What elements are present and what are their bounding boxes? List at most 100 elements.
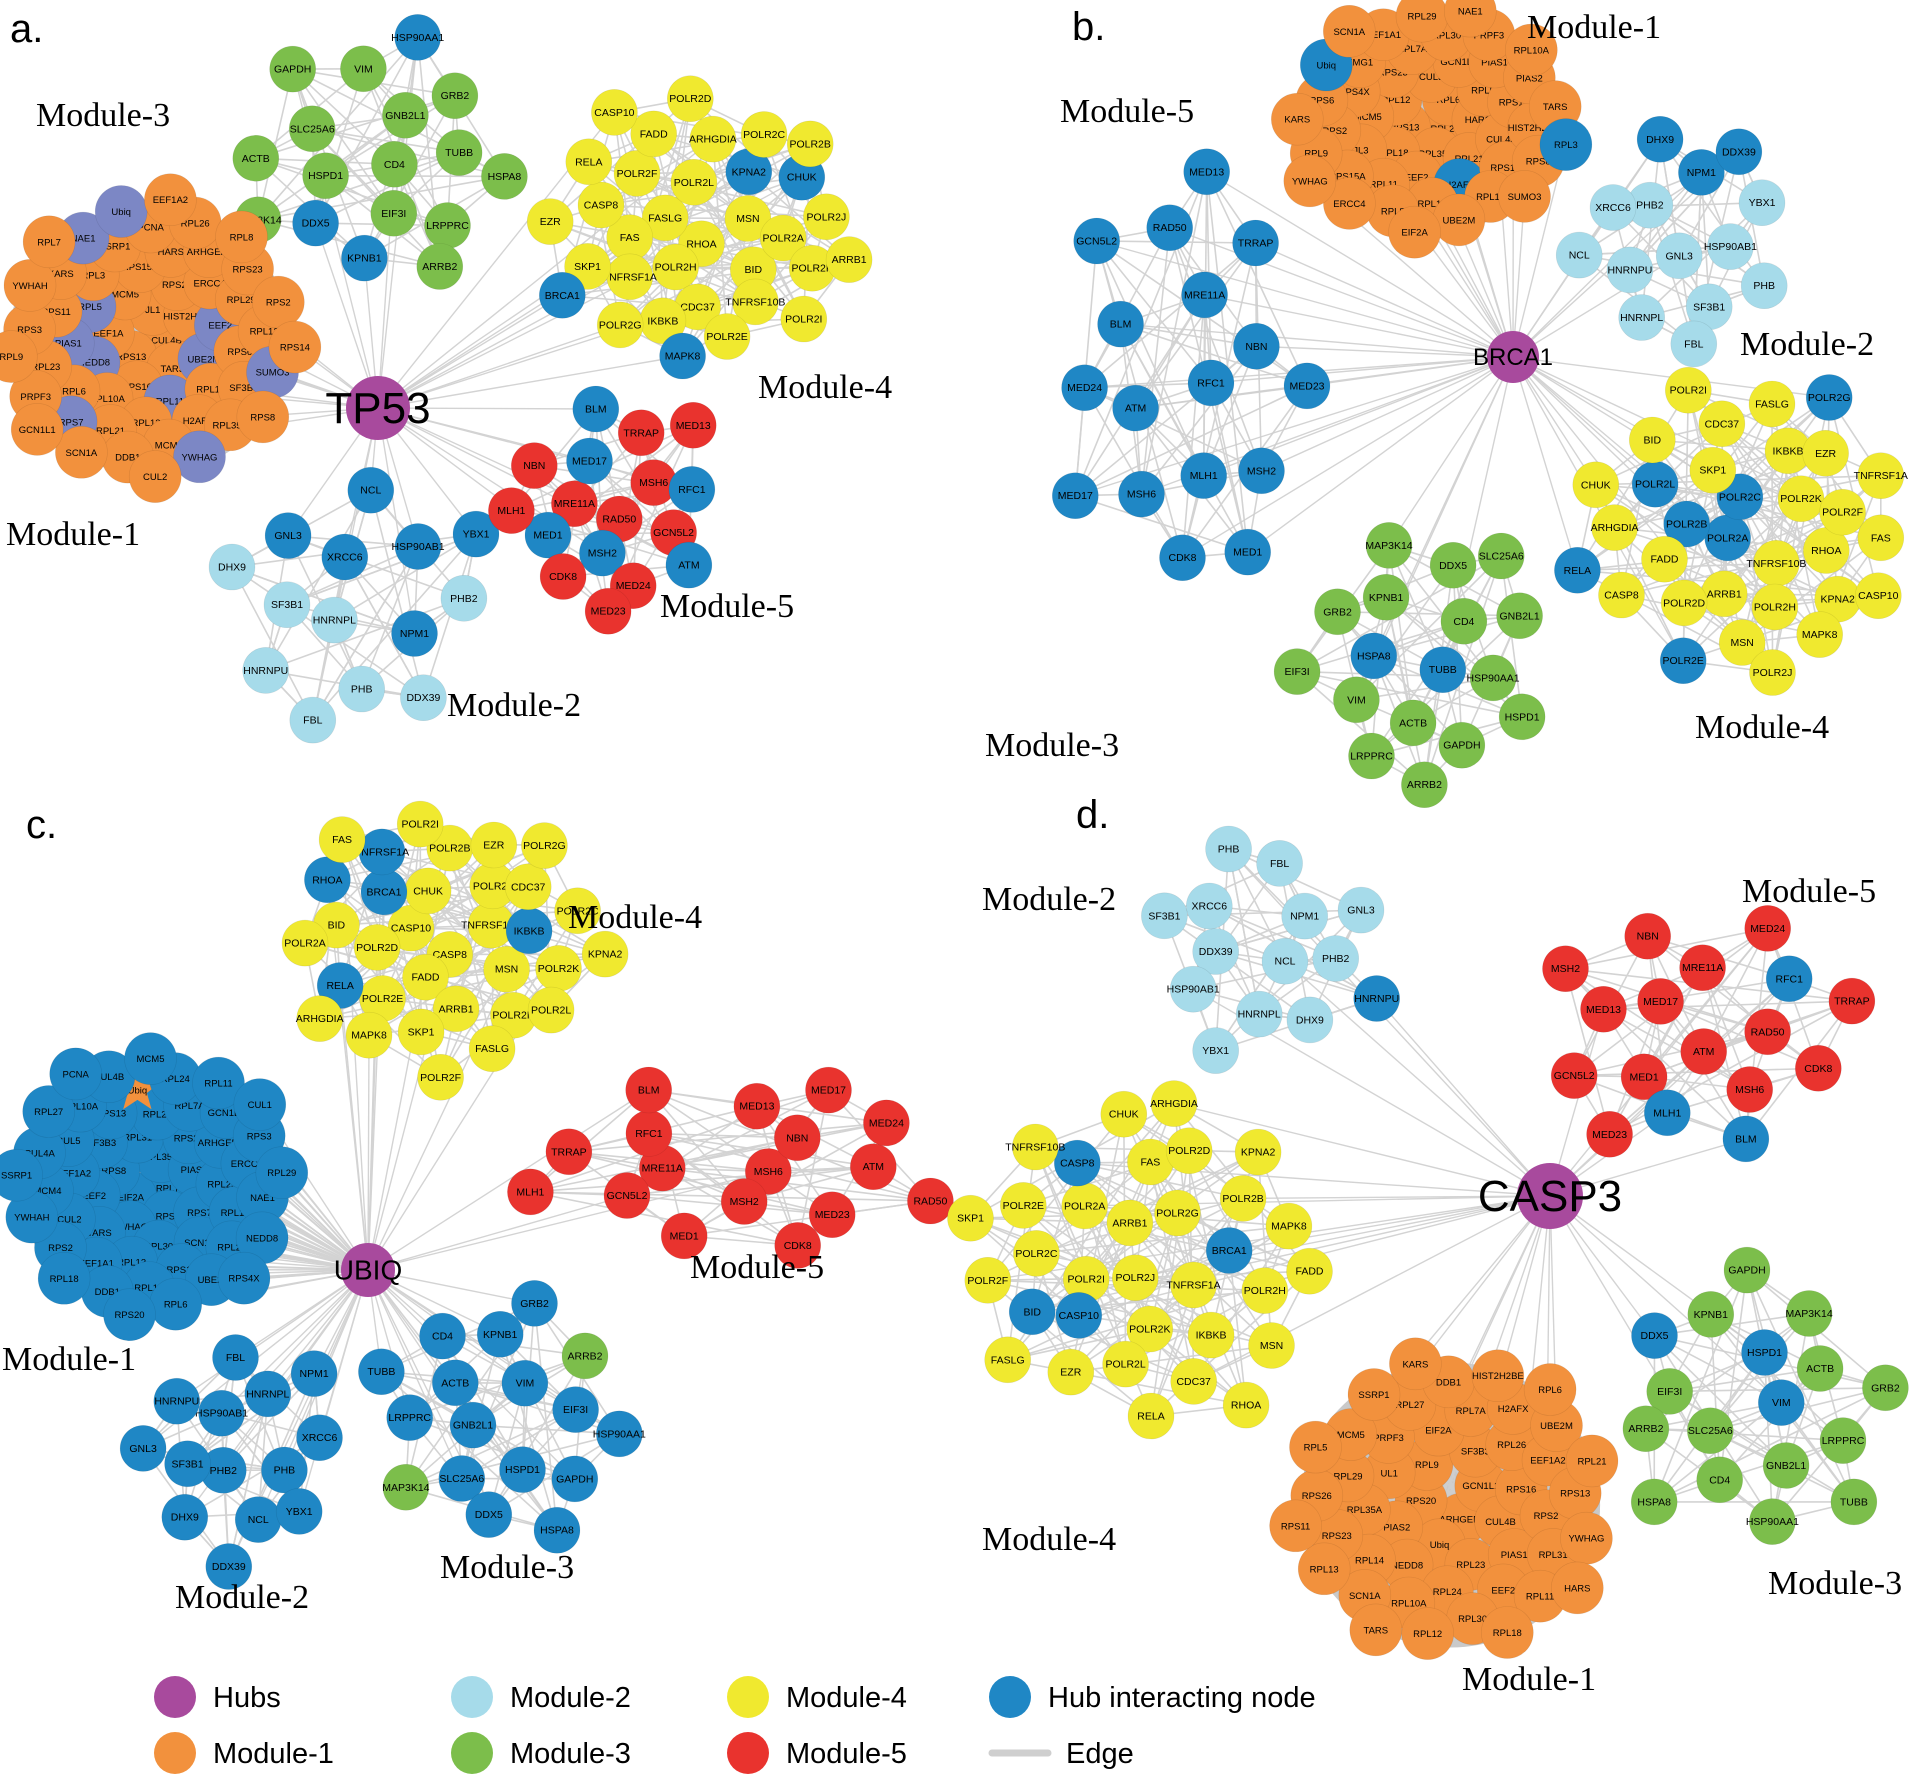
node-YBX1[interactable] <box>275 1488 323 1535</box>
node-CASP8[interactable] <box>577 181 625 229</box>
node-ARRB1[interactable] <box>1106 1199 1154 1247</box>
node-GAPDH[interactable] <box>551 1455 599 1503</box>
node-MED24[interactable] <box>1061 364 1108 412</box>
node-SF3B1[interactable] <box>263 581 311 629</box>
node-GNL3[interactable] <box>1337 886 1385 934</box>
node-MLH1[interactable] <box>1644 1089 1691 1137</box>
node-PHB[interactable] <box>338 665 386 713</box>
node-TNFRSF1A[interactable] <box>1170 1261 1217 1309</box>
node-MED13[interactable] <box>733 1082 781 1130</box>
node-CD4[interactable] <box>1696 1456 1743 1504</box>
node-ARHGDIA[interactable] <box>296 995 344 1042</box>
node-HNRNPU[interactable] <box>1353 975 1400 1022</box>
node-BLM[interactable] <box>1722 1115 1770 1163</box>
node-CDK8[interactable] <box>539 553 587 600</box>
node-SKP1[interactable] <box>947 1194 994 1242</box>
node-TRRAP[interactable] <box>1232 219 1279 267</box>
node-CD4[interactable] <box>371 141 418 188</box>
node-HSPA8[interactable] <box>481 153 528 200</box>
node-MAP3K14[interactable] <box>1365 522 1413 569</box>
node-RPL7[interactable] <box>22 215 76 269</box>
node-HNRNPL[interactable] <box>311 596 358 644</box>
node-RPL12[interactable] <box>1401 1607 1454 1660</box>
node-EZR[interactable] <box>470 821 518 869</box>
node-CDK8[interactable] <box>1795 1045 1842 1092</box>
node-BID[interactable] <box>1629 416 1676 464</box>
node-NBN[interactable] <box>1233 322 1280 370</box>
node-MED13[interactable] <box>1183 148 1230 196</box>
node-TUBB[interactable] <box>1419 646 1467 694</box>
node-FAS[interactable] <box>1857 514 1905 562</box>
node-PHB[interactable] <box>261 1446 308 1494</box>
node-MAP3K14[interactable] <box>1785 1290 1833 1337</box>
node-RAD50[interactable] <box>1744 1008 1791 1056</box>
node-GNB2L1[interactable] <box>449 1401 497 1449</box>
node-KARS[interactable] <box>1389 1337 1442 1391</box>
node-MED23[interactable] <box>584 587 632 635</box>
node-BLM[interactable] <box>1097 300 1144 348</box>
node-MAPK8[interactable] <box>345 1011 393 1059</box>
node-FASLG[interactable] <box>641 194 689 242</box>
node-SF3B1[interactable] <box>164 1440 211 1488</box>
node-Ubiq[interactable] <box>94 185 148 238</box>
node-YBX1[interactable] <box>1738 179 1786 226</box>
node-POLR2D[interactable] <box>666 75 714 122</box>
hub-BRCA1[interactable] <box>1487 331 1539 383</box>
node-PHB[interactable] <box>1205 825 1252 873</box>
node-MED1[interactable] <box>660 1212 708 1260</box>
node-NAE1[interactable] <box>1444 0 1497 38</box>
node-HSPD1[interactable] <box>1741 1329 1788 1376</box>
node-RPL27[interactable] <box>22 1085 76 1138</box>
node-HNRNPL[interactable] <box>244 1370 292 1418</box>
node-POLR2A[interactable] <box>759 214 807 262</box>
node-VIM[interactable] <box>1333 676 1380 724</box>
node-CASP10[interactable] <box>1855 572 1902 620</box>
node-GNL3[interactable] <box>264 512 312 559</box>
node-MLH1[interactable] <box>488 487 535 534</box>
node-CDK8[interactable] <box>1159 534 1206 582</box>
node-FADD[interactable] <box>630 110 678 158</box>
node-MSN[interactable] <box>1718 619 1766 666</box>
node-MED17[interactable] <box>805 1066 852 1114</box>
node-CDC37[interactable] <box>504 863 552 911</box>
node-HNRNPU[interactable] <box>242 647 290 694</box>
node-POLR2J[interactable] <box>803 193 850 241</box>
node-MAP3K14[interactable] <box>382 1464 430 1511</box>
node-ATM[interactable] <box>1112 384 1159 432</box>
node-POLR2J[interactable] <box>1749 649 1796 696</box>
node-CASP10[interactable] <box>1055 1292 1103 1339</box>
node-FASLG[interactable] <box>468 1025 516 1072</box>
node-MSN[interactable] <box>724 195 772 242</box>
node-EEF1A2[interactable] <box>144 173 197 226</box>
node-HIST2H2BE[interactable] <box>1471 1349 1525 1402</box>
node-KPNA2[interactable] <box>1234 1128 1282 1176</box>
node-PCNA[interactable] <box>49 1047 102 1101</box>
node-NCL[interactable] <box>1261 937 1309 985</box>
node-MSH2[interactable] <box>1238 447 1285 495</box>
node-SCN1A[interactable] <box>1323 4 1376 58</box>
node-EIF3I[interactable] <box>370 190 418 237</box>
node-CUL2[interactable] <box>128 450 182 503</box>
node-POLR2G[interactable] <box>1805 374 1853 421</box>
node-SLC25A6[interactable] <box>288 105 336 153</box>
node-FBL[interactable] <box>289 696 337 744</box>
node-DDX39[interactable] <box>1192 928 1239 975</box>
node-TRRAP[interactable] <box>1828 977 1876 1025</box>
node-POLR2C[interactable] <box>1013 1230 1060 1277</box>
node-SLC25A6[interactable] <box>1687 1407 1734 1454</box>
node-RPL6[interactable] <box>1523 1363 1577 1416</box>
node-KARS[interactable] <box>1271 92 1324 146</box>
node-ACTB[interactable] <box>431 1359 479 1407</box>
node-ARRB2[interactable] <box>1401 761 1448 809</box>
node-POLR2E[interactable] <box>999 1182 1047 1229</box>
node-CDK8[interactable] <box>774 1222 822 1269</box>
node-FADD[interactable] <box>1641 535 1688 583</box>
node-POLR2K[interactable] <box>1126 1305 1174 1353</box>
node-RELA[interactable] <box>1554 546 1601 594</box>
node-EIF3I[interactable] <box>552 1386 599 1433</box>
node-MSH6[interactable] <box>1726 1066 1773 1113</box>
node-NBN[interactable] <box>1624 912 1671 960</box>
node-GCN5L2[interactable] <box>603 1172 651 1219</box>
node-TRRAP[interactable] <box>545 1128 593 1176</box>
node-MED13[interactable] <box>1580 985 1627 1033</box>
